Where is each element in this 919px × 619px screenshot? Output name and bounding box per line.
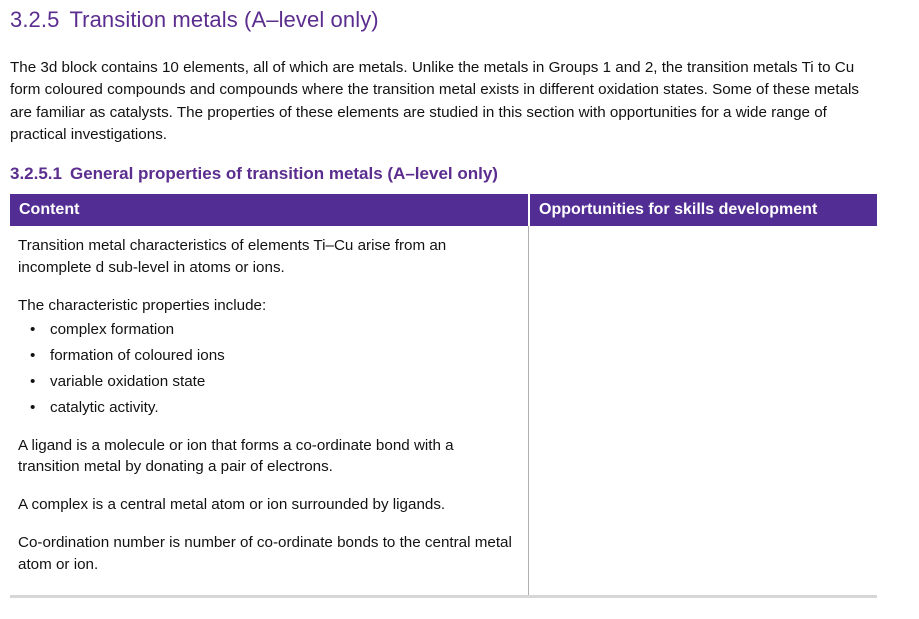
subsection-number: 3.2.5.1: [10, 164, 62, 183]
content-paragraph-3: A ligand is a molecule or ion that forms…: [18, 436, 454, 476]
list-item: • catalytic activity.: [18, 397, 518, 419]
table-header-content: Content: [10, 194, 528, 226]
list-item: • formation of coloured ions: [18, 345, 518, 367]
content-paragraph-5: Co-ordination number is number of co-ord…: [18, 533, 512, 573]
list-item-label: formation of coloured ions: [50, 347, 225, 365]
content-bullet-list: • complex formation • formation of coloure…: [18, 319, 518, 418]
subsection-heading: 3.2.5.1 General properties of transition …: [10, 163, 498, 185]
bullet-icon: •: [30, 398, 36, 416]
specification-table: Content Opportunities for skills develop…: [10, 194, 877, 598]
content-paragraph-2: The characteristic properties include:: [18, 296, 267, 314]
list-item: • variable oxidation state: [18, 371, 518, 393]
bullet-icon: •: [30, 347, 36, 365]
list-item-label: catalytic activity.: [50, 398, 159, 416]
section-title: Transition metals (A–level only): [69, 7, 379, 32]
subsection-title: General properties of transition metals …: [70, 164, 498, 183]
section-intro-paragraph: The 3d block contains 10 elements, all o…: [10, 59, 859, 143]
table-row: Transition metal characteristics of elem…: [10, 226, 877, 598]
table-header-divider: [528, 194, 530, 226]
bullet-icon: •: [30, 321, 36, 339]
table-cell-content: Transition metal characteristics of elem…: [10, 226, 529, 595]
table-header-row: Content Opportunities for skills develop…: [10, 194, 877, 226]
bullet-icon: •: [30, 372, 36, 390]
list-item-label: complex formation: [50, 321, 175, 339]
section-number: 3.2.5: [10, 7, 60, 32]
table-header-skills: Opportunities for skills development: [530, 194, 877, 226]
content-paragraph-4: A complex is a central metal atom or ion…: [18, 496, 446, 514]
section-heading: 3.2.5 Transition metals (A–level only): [10, 6, 379, 34]
list-item: • complex formation: [18, 319, 518, 341]
list-item-label: variable oxidation state: [50, 372, 206, 390]
table-cell-skills: [529, 226, 877, 595]
content-paragraph-1: Transition metal characteristics of elem…: [18, 237, 447, 276]
